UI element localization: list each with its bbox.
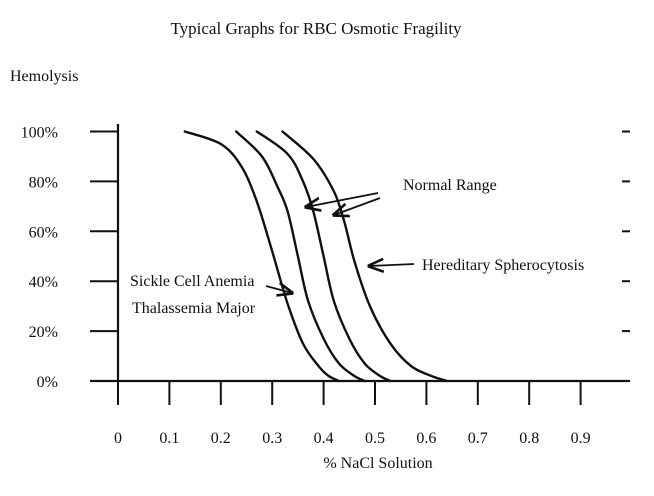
x-tick-label: 0.2 bbox=[211, 430, 231, 447]
x-tick-label: 0.4 bbox=[314, 430, 334, 447]
arrow-normal-upper bbox=[334, 197, 381, 215]
x-tick-label: 0.9 bbox=[571, 430, 591, 447]
curve-normal-lower bbox=[235, 130, 366, 383]
y-tick-label: 0% bbox=[37, 374, 58, 391]
x-tick-label: 0.6 bbox=[416, 430, 436, 447]
curve-group bbox=[183, 130, 449, 383]
tick-group: 0 0.1 0.2 0.3 0.4 0.5 0.6 0.7 0.8 0.9 0% 20% 40% 60% 8… bbox=[21, 125, 630, 447]
curve-sickle-cell-thalassemia bbox=[183, 130, 341, 383]
y-axis-label: Hemolysis bbox=[10, 68, 78, 85]
y-tick-label: 60% bbox=[29, 224, 58, 241]
x-tick-label: 0.8 bbox=[519, 430, 539, 447]
x-tick-label: 0 bbox=[114, 430, 122, 447]
annotation-normal-range: Normal Range bbox=[403, 177, 497, 194]
arrow-normal-lower bbox=[306, 192, 379, 207]
chart-title: Typical Graphs for RBC Osmotic Fragility bbox=[170, 19, 462, 38]
arrow-hereditary-spherocytosis bbox=[369, 264, 415, 266]
axes bbox=[90, 124, 628, 383]
curve-hereditary-spherocytosis bbox=[281, 130, 449, 383]
y-tick-label: 40% bbox=[29, 274, 58, 291]
y-tick-label: 100% bbox=[21, 125, 58, 142]
x-axis-label: % NaCl Solution bbox=[323, 455, 432, 472]
annotation-group: Normal Range Hereditary Spherocytosis Sick… bbox=[130, 177, 584, 317]
arrow-sickle-cell-thalassemia bbox=[265, 286, 292, 293]
x-tick-label: 0.5 bbox=[365, 430, 385, 447]
x-tick-label: 0.7 bbox=[468, 430, 488, 447]
y-tick-label: 20% bbox=[29, 324, 58, 341]
annotation-thalassemia-major: Thalassemia Major bbox=[132, 300, 256, 317]
x-tick-label: 0.3 bbox=[262, 430, 282, 447]
y-tick-label: 80% bbox=[29, 174, 58, 191]
x-tick-label: 0.1 bbox=[159, 430, 179, 447]
curve-normal-upper bbox=[255, 130, 392, 383]
annotation-hereditary-spherocytosis: Hereditary Spherocytosis bbox=[422, 257, 584, 274]
annotation-sickle-cell-anemia: Sickle Cell Anemia bbox=[130, 273, 254, 290]
